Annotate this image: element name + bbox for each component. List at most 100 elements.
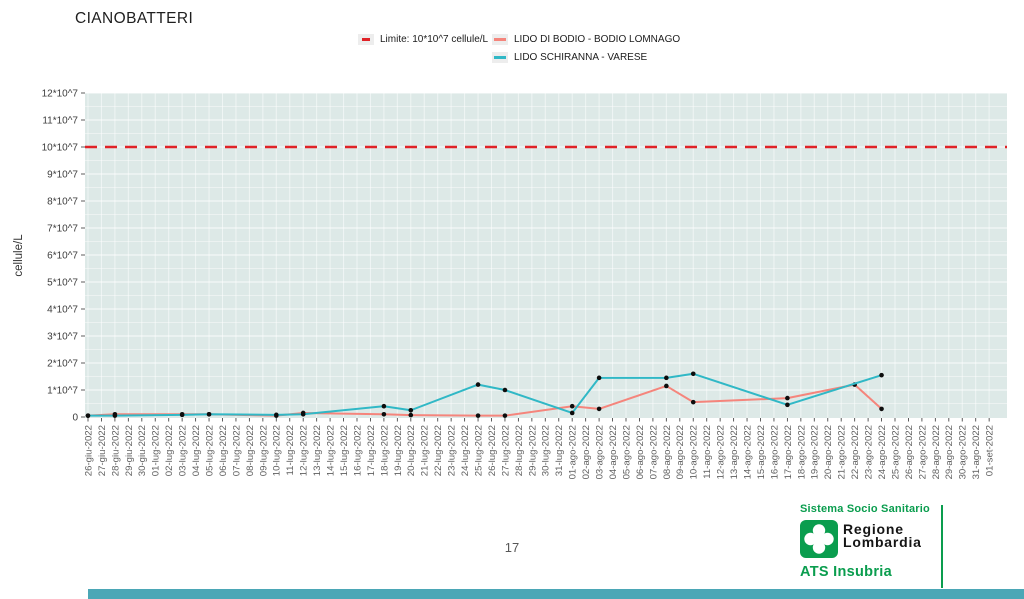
svg-text:30-ago-2022: 30-ago-2022 xyxy=(958,425,969,479)
svg-text:18-lug-2022: 18-lug-2022 xyxy=(379,425,390,476)
page-number: 17 xyxy=(504,540,520,555)
svg-text:21-ago-2022: 21-ago-2022 xyxy=(837,425,848,479)
legend-key-lido-schiranna xyxy=(492,52,508,63)
svg-text:01-lug-2022: 01-lug-2022 xyxy=(151,425,162,476)
svg-text:10*10^7: 10*10^7 xyxy=(42,142,79,153)
svg-text:11*10^7: 11*10^7 xyxy=(42,115,78,126)
svg-text:28-ago-2022: 28-ago-2022 xyxy=(931,425,942,479)
svg-text:21-lug-2022: 21-lug-2022 xyxy=(420,425,431,476)
legend-label-lido-schiranna: LIDO SCHIRANNA - VARESE xyxy=(514,52,648,63)
svg-text:24-lug-2022: 24-lug-2022 xyxy=(460,425,471,476)
svg-text:12-lug-2022: 12-lug-2022 xyxy=(299,425,310,476)
svg-text:01-set-2022: 01-set-2022 xyxy=(985,425,996,476)
svg-text:7*10^7: 7*10^7 xyxy=(47,223,78,234)
svg-text:30-giu-2022: 30-giu-2022 xyxy=(137,425,148,476)
ats-insubria-label: ATS Insubria xyxy=(800,564,892,580)
svg-text:06-lug-2022: 06-lug-2022 xyxy=(218,425,229,476)
series-line-lido-schiranna-varese xyxy=(88,372,882,417)
svg-text:17-lug-2022: 17-lug-2022 xyxy=(366,425,377,476)
svg-text:11-lug-2022: 11-lug-2022 xyxy=(285,425,296,476)
svg-text:08-ago-2022: 08-ago-2022 xyxy=(662,425,673,479)
data-markers-lido-schiranna-varese xyxy=(85,371,884,418)
svg-text:13-ago-2022: 13-ago-2022 xyxy=(729,425,740,479)
svg-text:29-giu-2022: 29-giu-2022 xyxy=(124,425,135,476)
series-line-icon xyxy=(494,56,506,59)
svg-text:20-ago-2022: 20-ago-2022 xyxy=(823,425,834,479)
svg-text:18-ago-2022: 18-ago-2022 xyxy=(796,425,807,479)
svg-text:05-ago-2022: 05-ago-2022 xyxy=(621,425,632,479)
svg-text:02-lug-2022: 02-lug-2022 xyxy=(164,425,175,476)
svg-text:5*10^7: 5*10^7 xyxy=(47,277,78,288)
svg-text:09-ago-2022: 09-ago-2022 xyxy=(675,425,686,479)
svg-text:26-ago-2022: 26-ago-2022 xyxy=(904,425,915,479)
svg-text:25-ago-2022: 25-ago-2022 xyxy=(890,425,901,479)
svg-text:27-ago-2022: 27-ago-2022 xyxy=(917,425,928,479)
svg-text:04-lug-2022: 04-lug-2022 xyxy=(191,425,202,476)
svg-text:17-ago-2022: 17-ago-2022 xyxy=(783,425,794,479)
sistema-socio-sanitario-label: Sistema Socio Sanitario xyxy=(800,503,930,515)
svg-text:6*10^7: 6*10^7 xyxy=(47,250,78,261)
svg-text:22-lug-2022: 22-lug-2022 xyxy=(433,425,444,476)
legend-key-limit xyxy=(358,34,374,45)
svg-text:30-lug-2022: 30-lug-2022 xyxy=(541,425,552,476)
svg-text:29-ago-2022: 29-ago-2022 xyxy=(944,425,955,479)
svg-text:8*10^7: 8*10^7 xyxy=(47,196,78,207)
svg-text:19-lug-2022: 19-lug-2022 xyxy=(393,425,404,476)
svg-text:08-lug-2022: 08-lug-2022 xyxy=(245,425,256,476)
svg-text:28-lug-2022: 28-lug-2022 xyxy=(514,425,525,476)
svg-text:27-giu-2022: 27-giu-2022 xyxy=(97,425,108,476)
y-axis-labels: 0 1*10^7 2*10^7 3*10^7 4*10^7 5*10^7 6*10^7 7*1… xyxy=(42,88,85,423)
svg-text:16-ago-2022: 16-ago-2022 xyxy=(769,425,780,479)
svg-text:26-lug-2022: 26-lug-2022 xyxy=(487,425,498,476)
svg-text:03-ago-2022: 03-ago-2022 xyxy=(595,425,606,479)
svg-text:05-lug-2022: 05-lug-2022 xyxy=(204,425,215,476)
svg-text:4*10^7: 4*10^7 xyxy=(47,304,78,315)
svg-text:1*10^7: 1*10^7 xyxy=(47,385,78,396)
svg-text:06-ago-2022: 06-ago-2022 xyxy=(635,425,646,479)
svg-text:9*10^7: 9*10^7 xyxy=(47,169,78,180)
x-axis-labels: 26-giu-2022 27-giu-2022 28-giu-2022 29-giu-… xyxy=(83,418,996,479)
svg-text:23-ago-2022: 23-ago-2022 xyxy=(864,425,875,479)
svg-text:11-ago-2022: 11-ago-2022 xyxy=(702,425,713,479)
svg-text:13-lug-2022: 13-lug-2022 xyxy=(312,425,323,476)
svg-text:16-lug-2022: 16-lug-2022 xyxy=(352,425,363,476)
svg-text:15-lug-2022: 15-lug-2022 xyxy=(339,425,350,476)
svg-text:25-lug-2022: 25-lug-2022 xyxy=(473,425,484,476)
svg-text:12-ago-2022: 12-ago-2022 xyxy=(716,425,727,479)
svg-text:04-ago-2022: 04-ago-2022 xyxy=(608,425,619,479)
svg-text:3*10^7: 3*10^7 xyxy=(47,331,78,342)
svg-text:27-lug-2022: 27-lug-2022 xyxy=(500,425,511,476)
svg-text:19-ago-2022: 19-ago-2022 xyxy=(810,425,821,479)
svg-text:10-lug-2022: 10-lug-2022 xyxy=(272,425,283,476)
svg-text:02-ago-2022: 02-ago-2022 xyxy=(581,425,592,479)
y-axis-title: cellule/L xyxy=(13,234,25,277)
svg-text:29-lug-2022: 29-lug-2022 xyxy=(527,425,538,476)
svg-text:2*10^7: 2*10^7 xyxy=(47,358,78,369)
legend-item-lido-schiranna: LIDO SCHIRANNA - VARESE xyxy=(492,52,647,63)
legend-item-lido-di-bodio: LIDO DI BODIO - BODIO LOMNAGO xyxy=(492,34,680,45)
bottom-accent-bar xyxy=(88,589,1024,599)
svg-text:26-giu-2022: 26-giu-2022 xyxy=(83,425,94,476)
svg-text:07-lug-2022: 07-lug-2022 xyxy=(231,425,242,476)
chart-title: CIANOBATTERI xyxy=(75,10,194,27)
svg-text:14-lug-2022: 14-lug-2022 xyxy=(326,425,337,476)
series-line-icon xyxy=(494,38,506,41)
regione-lombardia-logo: Sistema Socio Sanitario Regione Lombardi… xyxy=(800,503,950,580)
svg-text:03-lug-2022: 03-lug-2022 xyxy=(178,425,189,476)
svg-text:22-ago-2022: 22-ago-2022 xyxy=(850,425,861,479)
legend-item-limit: Limite: 10*10^7 cellule/L xyxy=(358,34,488,45)
footer-divider-line xyxy=(941,505,943,588)
svg-text:24-ago-2022: 24-ago-2022 xyxy=(877,425,888,479)
limit-dash-icon xyxy=(362,38,370,41)
svg-text:10-ago-2022: 10-ago-2022 xyxy=(689,425,700,479)
svg-text:31-ago-2022: 31-ago-2022 xyxy=(971,425,982,479)
svg-text:14-ago-2022: 14-ago-2022 xyxy=(742,425,753,479)
svg-text:07-ago-2022: 07-ago-2022 xyxy=(648,425,659,479)
svg-text:20-lug-2022: 20-lug-2022 xyxy=(406,425,417,476)
svg-text:0: 0 xyxy=(72,412,78,423)
svg-text:23-lug-2022: 23-lug-2022 xyxy=(447,425,458,476)
regione-lombardia-wordmark: Regione Lombardia xyxy=(843,521,922,550)
cyanobacteria-line-chart: 0 1*10^7 2*10^7 3*10^7 4*10^7 5*10^7 6*10^7 7*1… xyxy=(13,88,1007,479)
svg-text:31-lug-2022: 31-lug-2022 xyxy=(554,425,565,476)
